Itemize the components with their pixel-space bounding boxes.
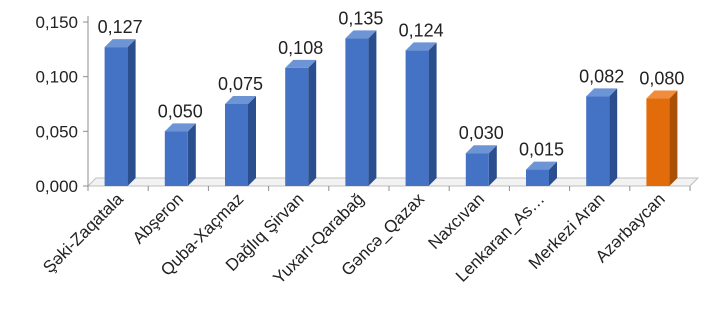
bar: [345, 30, 377, 187]
bar-front: [405, 50, 429, 186]
y-tick-label: 0,000: [35, 177, 78, 196]
bar-top: [526, 161, 557, 170]
bar-front: [164, 131, 188, 186]
category-label: Şəki-Zaqatala: [39, 189, 127, 277]
bars-layer: [104, 30, 678, 187]
bar-side: [549, 161, 557, 186]
y-tick-label: 0,100: [35, 68, 78, 87]
bar: [586, 88, 618, 186]
y-tick-label: 0,150: [35, 13, 78, 32]
data-label: 0,015: [519, 140, 564, 160]
bar-front: [586, 96, 610, 186]
bar-front: [345, 38, 369, 187]
data-label: 0,108: [278, 38, 323, 58]
bar-side: [308, 59, 317, 186]
data-label: 0,050: [158, 101, 203, 121]
bar-top: [164, 123, 196, 132]
bar: [104, 39, 136, 186]
bar-front: [465, 153, 489, 186]
category-label: Abşeron: [129, 189, 187, 247]
bar-front: [646, 98, 670, 186]
bar-side: [368, 30, 377, 187]
data-label: 0,082: [579, 66, 624, 86]
data-label: 0,135: [338, 8, 383, 28]
bar: [526, 161, 557, 186]
bar-side: [187, 123, 196, 186]
bar-front: [104, 47, 128, 186]
bar-side: [127, 39, 136, 186]
bar: [465, 145, 497, 186]
data-label: 0,030: [459, 123, 504, 143]
category-label: Naxcıvan: [425, 189, 489, 253]
bar-top: [225, 96, 256, 104]
bar: [405, 42, 437, 186]
bar: [646, 90, 678, 186]
bar: [225, 96, 256, 186]
data-label: 0,124: [399, 20, 444, 40]
bar-top: [646, 90, 678, 99]
bar-top: [345, 30, 377, 39]
bar-top: [405, 42, 437, 51]
bar: [285, 59, 317, 186]
bar-side: [488, 145, 497, 186]
bar-top: [586, 88, 618, 97]
bar-top: [285, 59, 317, 68]
bar-side: [609, 88, 618, 186]
bar-top: [465, 145, 497, 154]
bar-side: [669, 90, 678, 186]
bar-top: [104, 39, 136, 48]
bar-side: [248, 96, 256, 186]
data-label: 0,075: [218, 74, 263, 94]
bar-side: [428, 42, 437, 186]
bar: [164, 123, 196, 186]
data-label: 0,127: [98, 17, 143, 37]
data-label: 0,080: [639, 69, 684, 89]
bar-front: [526, 169, 549, 186]
bar-front: [225, 104, 248, 186]
y-tick-label: 0,050: [35, 122, 78, 141]
bar-front: [285, 67, 309, 186]
